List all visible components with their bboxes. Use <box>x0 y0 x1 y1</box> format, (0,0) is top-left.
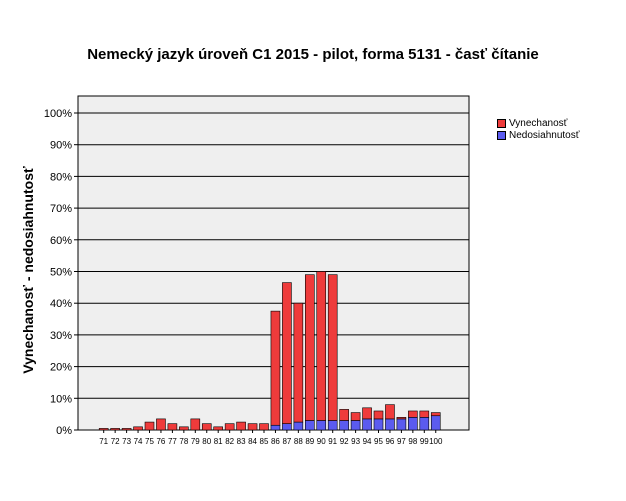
bar-vynechanost-75 <box>144 421 155 431</box>
legend-swatch-nedosiahnutost <box>497 130 506 140</box>
x-tick-label: 77 <box>168 437 177 446</box>
bar-nedosiahnutost-93 <box>350 420 361 431</box>
x-tick-label: 78 <box>179 437 188 446</box>
bar-vynechanost-76 <box>156 418 166 431</box>
bar-vynechanost-77 <box>167 423 178 431</box>
bar-nedosiahnutost-94 <box>362 418 372 431</box>
bar-vynechanost-98 <box>408 410 418 418</box>
bars <box>98 271 441 431</box>
x-tick-labels: 71 72 73 74 75 76 77 78 79 80 81 82 83 84 85 86 87 88 89 90… <box>99 430 443 446</box>
x-tick-label: 85 <box>260 437 269 446</box>
x-tick-label: 92 <box>340 437 349 446</box>
x-tick-label: 81 <box>214 437 223 446</box>
x-tick-label: 100 <box>429 437 443 446</box>
x-tick-label: 87 <box>282 437 291 446</box>
bar-vynechanost-91 <box>327 274 338 421</box>
legend: Vynechanosť Nedosiahnutosť <box>497 117 579 141</box>
bar-vynechanost-74 <box>133 426 143 431</box>
bar-vynechanost-87 <box>282 282 292 424</box>
bar-nedosiahnutost-89 <box>304 420 315 431</box>
y-tick-label: 20% <box>50 362 72 374</box>
x-tick-label: 86 <box>271 437 280 446</box>
bar-nedosiahnutost-96 <box>385 418 395 431</box>
x-tick-label: 82 <box>225 437 234 446</box>
legend-item-nedosiahnutost: Nedosiahnutosť <box>497 129 579 141</box>
x-tick-label: 75 <box>145 437 154 446</box>
bar-nedosiahnutost-87 <box>282 423 292 431</box>
x-tick-label: 88 <box>294 437 303 446</box>
bar-nedosiahnutost-91 <box>327 420 338 431</box>
x-tick-label: 97 <box>397 437 406 446</box>
y-tick-label: 50% <box>50 267 72 279</box>
bar-vynechanost-78 <box>179 426 189 431</box>
x-tick-label: 91 <box>328 437 337 446</box>
x-tick-label: 80 <box>202 437 211 446</box>
x-tick-label: 95 <box>374 437 383 446</box>
bar-vynechanost-94 <box>362 407 372 420</box>
legend-item-vynechanost: Vynechanosť <box>497 117 579 129</box>
bar-vynechanost-84 <box>247 423 258 431</box>
y-tick-label: 60% <box>50 235 72 247</box>
bar-nedosiahnutost-98 <box>408 417 418 431</box>
bar-nedosiahnutost-95 <box>373 418 384 431</box>
x-tick-label: 98 <box>408 437 417 446</box>
bar-nedosiahnutost-88 <box>293 421 304 431</box>
y-tick-label: 80% <box>50 171 72 183</box>
bar-nedosiahnutost-86 <box>270 424 281 431</box>
legend-swatch-vynechanost <box>497 118 506 128</box>
x-tick-label: 74 <box>134 437 143 446</box>
x-tick-label: 94 <box>363 437 372 446</box>
bar-vynechanost-93 <box>350 412 361 421</box>
x-tick-label: 72 <box>111 437 120 446</box>
chart-title: Nemecký jazyk úroveň C1 2015 - pilot, fo… <box>87 46 539 63</box>
bar-vynechanost-99 <box>419 410 430 418</box>
bar-vynechanost-79 <box>190 418 201 431</box>
x-tick-label: 79 <box>191 437 200 446</box>
bar-vynechanost-88 <box>293 302 304 423</box>
bar-vynechanost-81 <box>213 426 223 431</box>
y-tick-label: 90% <box>50 140 72 152</box>
legend-label-vynechanost: Vynechanosť <box>509 117 568 129</box>
x-tick-label: 83 <box>237 437 246 446</box>
x-tick-label: 89 <box>305 437 314 446</box>
y-tick-label: 40% <box>50 298 72 310</box>
bar-vynechanost-73 <box>121 428 132 431</box>
bar-vynechanost-96 <box>385 404 395 420</box>
y-tick-label: 30% <box>50 330 72 342</box>
x-tick-label: 84 <box>248 437 257 446</box>
bar-vynechanost-85 <box>259 423 269 431</box>
bar-vynechanost-80 <box>201 423 212 431</box>
bar-nedosiahnutost-100 <box>430 415 441 431</box>
x-tick-label: 71 <box>99 437 108 446</box>
bar-vynechanost-71 <box>98 428 109 431</box>
bar-vynechanost-100 <box>430 412 441 417</box>
y-tick-label: 10% <box>50 393 72 405</box>
y-tick-label: 100% <box>44 108 72 120</box>
x-tick-label: 93 <box>351 437 360 446</box>
bar-vynechanost-95 <box>373 410 384 420</box>
bar-nedosiahnutost-92 <box>339 420 349 431</box>
bar-vynechanost-92 <box>339 409 349 421</box>
bar-vynechanost-86 <box>270 310 281 426</box>
bar-vynechanost-83 <box>236 421 246 431</box>
y-tick-label: 0% <box>56 425 72 437</box>
legend-label-nedosiahnutost: Nedosiahnutosť <box>509 129 580 141</box>
x-tick-label: 76 <box>156 437 165 446</box>
x-tick-label: 90 <box>317 437 326 446</box>
bar-nedosiahnutost-99 <box>419 417 430 431</box>
bar-vynechanost-97 <box>396 417 407 420</box>
bar-vynechanost-90 <box>316 271 327 421</box>
bar-vynechanost-89 <box>304 274 315 421</box>
bar-vynechanost-72 <box>110 428 120 431</box>
bar-vynechanost-82 <box>224 423 235 431</box>
y-tick-labels: 0% 10% 20% 30% 40% 50% 60% 70% 80% 90% 100% <box>44 108 78 437</box>
x-tick-label: 99 <box>420 437 429 446</box>
x-tick-label: 73 <box>122 437 131 446</box>
bar-nedosiahnutost-90 <box>316 420 327 431</box>
y-tick-label: 70% <box>50 203 72 215</box>
bar-nedosiahnutost-97 <box>396 418 407 431</box>
x-tick-label: 96 <box>385 437 394 446</box>
